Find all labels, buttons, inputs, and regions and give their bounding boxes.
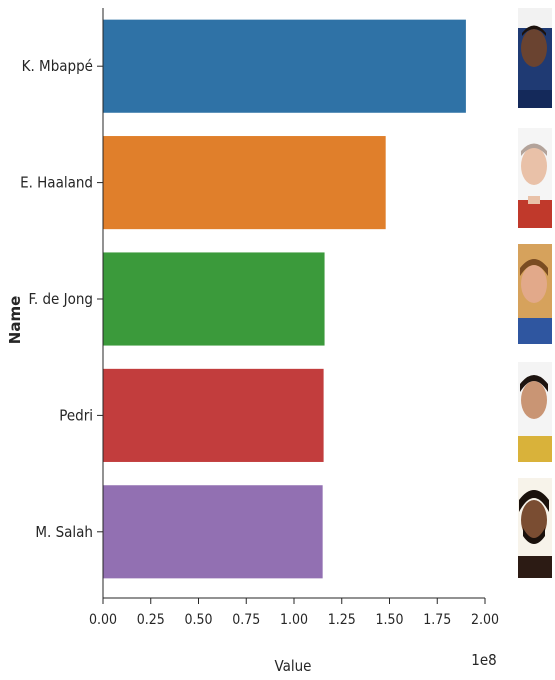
bar bbox=[103, 368, 324, 462]
x-tick-label: 1.75 bbox=[423, 612, 451, 628]
x-axis: 0.00 0.25 0.50 0.75 1.00 1.25 1.50 1.75 2.00 bbox=[89, 597, 499, 628]
x-tick-label: 0.00 bbox=[89, 612, 117, 628]
photo-salah bbox=[518, 478, 552, 578]
y-tick-label: Pedri bbox=[59, 406, 93, 424]
photo-haaland bbox=[518, 128, 552, 228]
x-tick-label: 1.50 bbox=[375, 612, 403, 628]
y-tick-label: M. Salah bbox=[35, 523, 93, 541]
bar bbox=[103, 485, 323, 579]
x-axis-label: Value bbox=[275, 657, 312, 675]
y-axis-label: Name bbox=[6, 296, 24, 344]
x-tick-label: 0.75 bbox=[232, 612, 260, 628]
y-tick-label: E. Haaland bbox=[20, 174, 93, 192]
x-tick-label: 0.25 bbox=[137, 612, 165, 628]
bar bbox=[103, 252, 325, 346]
x-tick-label: 0.50 bbox=[184, 612, 212, 628]
bars-group bbox=[103, 19, 466, 579]
x-tick-label: 1.00 bbox=[280, 612, 308, 628]
photo-mbappe bbox=[518, 8, 552, 108]
x-tick-label: 1.25 bbox=[328, 612, 356, 628]
x-axis-offset-label: 1e8 bbox=[471, 651, 496, 669]
y-tick-label: K. Mbappé bbox=[22, 57, 93, 75]
y-tick-label: F. de Jong bbox=[29, 290, 93, 308]
x-tick-label: 2.00 bbox=[471, 612, 499, 628]
photo-de-jong bbox=[518, 244, 552, 344]
bar bbox=[103, 19, 466, 113]
photo-pedri bbox=[518, 362, 552, 462]
y-axis: K. Mbappé E. Haaland F. de Jong Pedri M. Sal… bbox=[20, 8, 104, 598]
bar bbox=[103, 136, 386, 230]
